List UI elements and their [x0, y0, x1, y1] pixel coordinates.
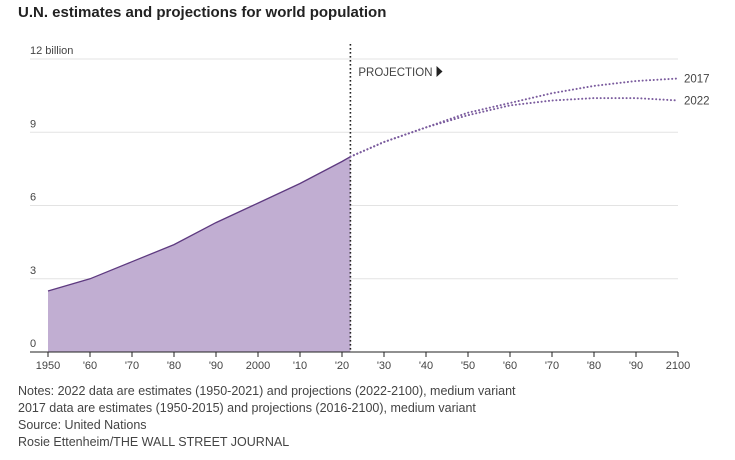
x-tick-label: '50: [461, 360, 475, 372]
series-labels: 2017 2022: [684, 74, 710, 108]
x-tick-label: '80: [587, 360, 601, 372]
area-layer: [47, 156, 351, 352]
projection-label: PROJECTION: [358, 67, 432, 79]
x-tick-label: '60: [83, 360, 97, 372]
x-tick-label: 2000: [246, 360, 270, 372]
y-tick-label: 9: [30, 118, 36, 130]
x-tick-label: 1950: [36, 360, 60, 372]
x-tick-label: '60: [503, 360, 517, 372]
x-axis: 1950 '60 '70 '80 '90 2000 '10 '20 '30 '40 '50 '60 '7…: [30, 351, 690, 372]
chart-title: U.N. estimates and projections for world…: [18, 4, 387, 21]
note-line-2: 2017 data are estimates (1950-2015) and …: [18, 401, 476, 415]
x-tick-label: '10: [293, 360, 307, 372]
x-tick-label: '40: [419, 360, 433, 372]
x-tick-label: '90: [209, 360, 223, 372]
y-tick-label: 0: [30, 338, 36, 350]
series-label-2022: 2022: [684, 96, 710, 108]
gridlines: [30, 58, 678, 280]
estimates-area: [48, 156, 351, 352]
series-2022-line: [349, 97, 679, 158]
series-2017-line: [349, 77, 679, 158]
x-tick-label: 2100: [666, 360, 690, 372]
y-tick-label: 12 billion: [30, 45, 73, 57]
y-tick-label: 3: [30, 265, 36, 277]
projection-layer: PROJECTION: [349, 44, 679, 352]
series-label-2017: 2017: [684, 74, 710, 86]
chart: PROJECTION 1950 '60 '70 '80 '90 2000 '10 '20 '30…: [30, 44, 710, 372]
x-tick-label: '20: [335, 360, 349, 372]
source-line: Source: United Nations: [18, 418, 147, 432]
x-tick-label: '30: [377, 360, 391, 372]
notes: Notes: 2022 data are estimates (1950-202…: [18, 383, 516, 451]
x-tick-label: '70: [125, 360, 139, 372]
estimates-line: [47, 156, 351, 292]
note-line-1: Notes: 2022 data are estimates (1950-202…: [18, 384, 516, 398]
x-tick-label: '80: [167, 360, 181, 372]
y-axis: 0 3 6 9 12 billion: [30, 45, 73, 350]
x-tick-label: '70: [545, 360, 559, 372]
y-tick-label: 6: [30, 192, 36, 204]
projection-arrow-icon: [436, 66, 443, 77]
credit-line: Rosie Ettenheim/THE WALL STREET JOURNAL: [18, 435, 290, 449]
x-tick-label: '90: [629, 360, 643, 372]
